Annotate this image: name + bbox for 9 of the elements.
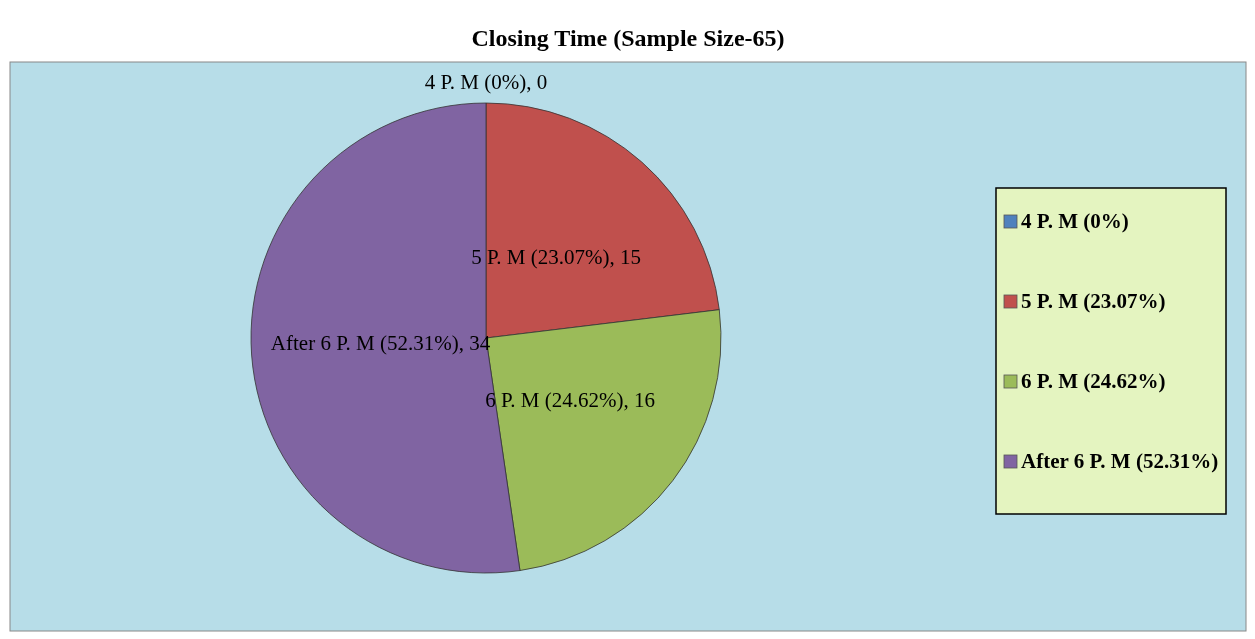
legend-label: 5 P. M (23.07%) — [1021, 288, 1166, 313]
legend-label: After 6 P. M (52.31%) — [1021, 448, 1219, 473]
text: 4 P. M (0%), 0 — [424, 70, 548, 95]
data-label: 5 P. M (23.07%), 15 — [471, 244, 642, 269]
data-label: After 6 P. M (52.31%), 34 — [270, 331, 491, 356]
chart-title: Closing Time (Sample Size-65) — [471, 25, 785, 51]
data-label: 6 P. M (24.62%), 16 — [485, 388, 655, 413]
legend-label: 4 P. M (0%) — [1021, 208, 1129, 233]
legend-label: 6 P. M (24.62%) — [1021, 368, 1166, 393]
